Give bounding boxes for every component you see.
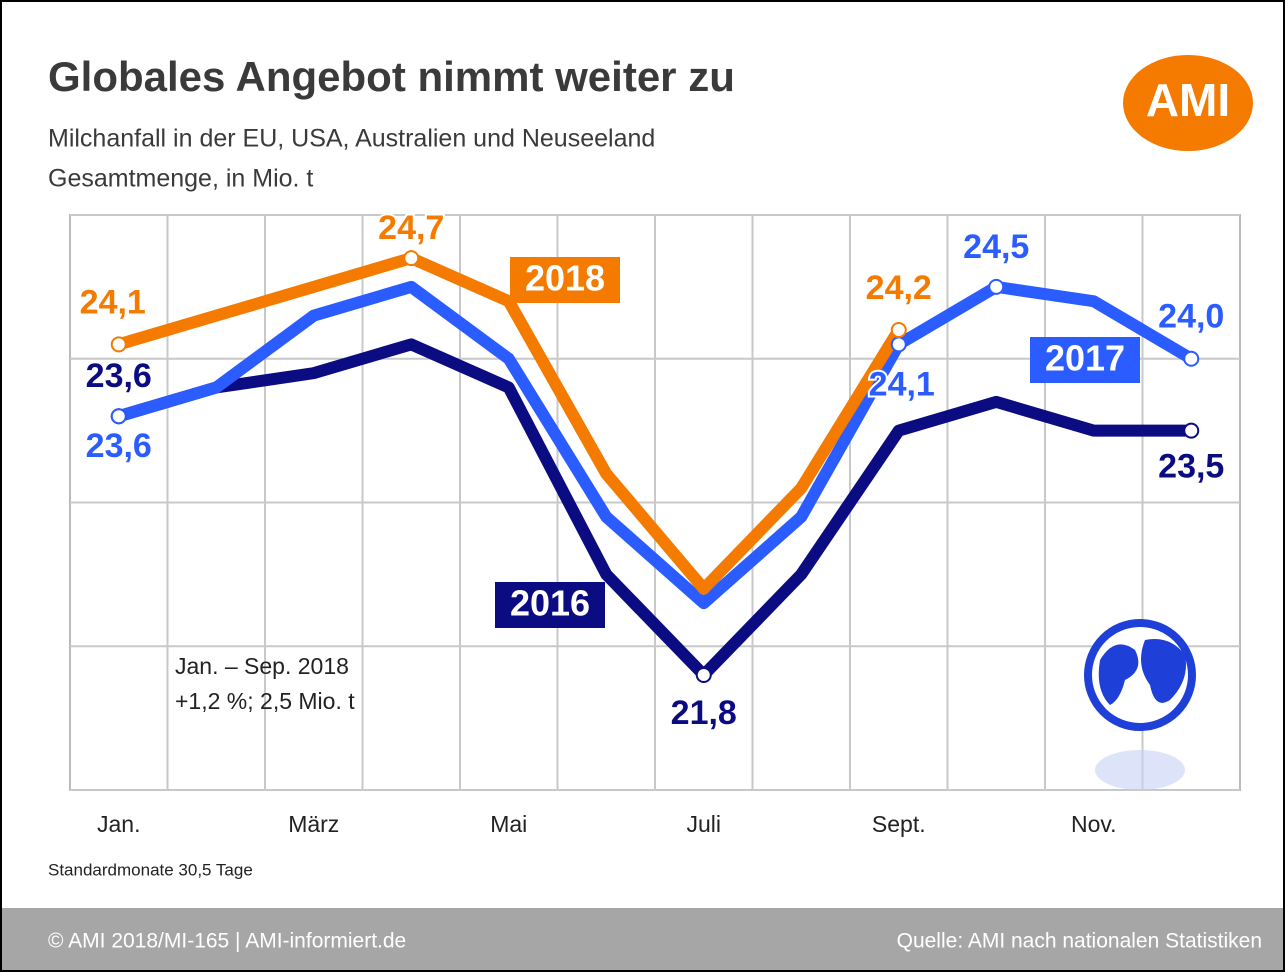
data-label: 24,1 [80,283,146,321]
legend-label: 2018 [525,258,605,299]
data-label: 23,6 [86,357,152,395]
x-tick-label: Sept. [872,811,926,837]
footer-left: © AMI 2018/MI-165 | AMI-informiert.de [48,930,406,953]
legend-label: 2017 [1045,338,1125,379]
data-label: 23,6 [86,427,152,465]
series-line [112,252,905,595]
series-name-box [495,582,605,628]
x-tick-label: Juli [686,811,721,837]
subtitle: Gesamtmenge, in Mio. t [48,165,313,193]
data-label: 24,0 [1158,298,1224,336]
point-marker [110,336,127,353]
footnote: Standardmonate 30,5 Tage [48,860,253,879]
data-label: 24,5 [963,228,1029,266]
point-marker [403,250,420,267]
point-marker [1183,350,1200,367]
series-line [112,280,1198,610]
x-tick-label: Jan. [97,811,140,837]
point-marker [988,278,1005,295]
data-label: 21,8 [671,694,737,732]
data-label: 23,5 [1158,448,1224,486]
point-marker [890,336,907,353]
series-line [112,338,1198,681]
globe-icon [1084,619,1196,790]
point-marker [695,667,712,683]
footer-bar [2,908,1283,970]
logo-text: AMI [1146,74,1230,126]
x-tick-label: März [288,811,339,837]
series-name-box [1030,337,1140,383]
x-tick-label: Nov. [1071,811,1117,837]
subtitle: Milchanfall in der EU, USA, Australien u… [48,125,655,153]
footer-right: Quelle: AMI nach nationalen Statistiken [897,930,1262,953]
annotation: Jan. – Sep. 2018 [175,653,349,679]
legend-label: 2016 [510,583,590,624]
data-label: 24,1 [869,365,935,403]
logo [1123,55,1253,151]
data-label: 24,2 [866,269,932,307]
annotation: +1,2 %; 2,5 Mio. t [175,688,355,714]
point-marker [1183,422,1200,439]
point-marker [110,408,127,425]
chart-title: Globales Angebot nimmt weiter zu [48,53,735,100]
series-name-box [510,257,620,303]
point-marker [890,322,907,338]
x-tick-label: Mai [490,811,527,837]
data-label: 24,7 [378,209,444,247]
